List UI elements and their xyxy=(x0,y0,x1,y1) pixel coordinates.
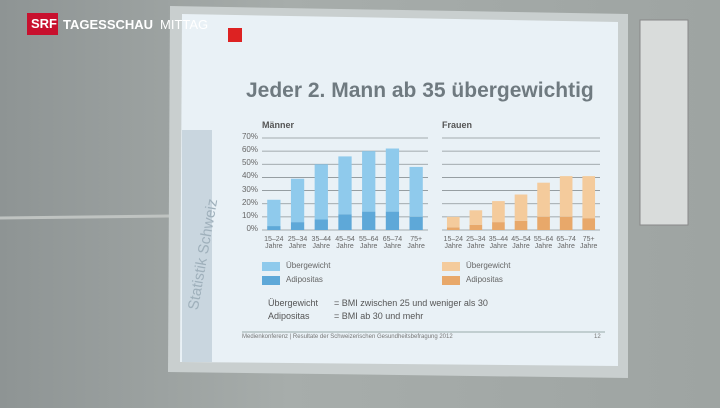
y-tick-label: 70% xyxy=(241,132,258,141)
footer: Medienkonferenz | Resultate der Schweize… xyxy=(242,334,453,340)
bar-segment xyxy=(362,151,376,212)
bar-segment xyxy=(409,216,423,230)
bar-segment xyxy=(514,220,528,230)
bar-segment xyxy=(537,216,550,230)
slide-title: Jeder 2. Mann ab 35 übergewichtig xyxy=(246,79,594,102)
legend-swatch xyxy=(262,276,280,285)
legend-label: Übergewicht xyxy=(466,261,511,270)
x-tick-label: 35–44 Jahre xyxy=(488,236,509,251)
bar-segment xyxy=(469,224,483,230)
y-tick-label: 30% xyxy=(241,184,258,194)
chart-title: Frauen xyxy=(442,120,473,130)
bar-segment xyxy=(267,226,281,230)
bar-segment xyxy=(492,222,505,230)
legend-swatch xyxy=(442,262,460,271)
legend-swatch xyxy=(262,262,280,271)
bar-segment xyxy=(338,214,352,230)
y-tick-label: 0% xyxy=(246,224,258,233)
y-tick-label: 60% xyxy=(241,145,258,155)
x-tick-label: 15–24 Jahre xyxy=(264,236,284,251)
bar-segment xyxy=(582,218,596,230)
bar-segment xyxy=(446,216,460,228)
bar-segment xyxy=(290,178,305,223)
y-tick-label: 50% xyxy=(241,158,258,168)
speaker xyxy=(639,19,689,226)
legend-label: Adipositas xyxy=(286,275,323,284)
bar-segment xyxy=(469,210,483,225)
bar-segment xyxy=(559,176,573,217)
x-tick-label: 65–74 Jahre xyxy=(556,236,576,251)
bar-segment xyxy=(582,176,596,219)
definition-text: = BMI ab 30 und mehr xyxy=(334,311,424,321)
bar-segment xyxy=(267,199,281,227)
x-tick-label: 75+ Jahre xyxy=(407,236,425,251)
legend-label: Adipositas xyxy=(466,275,503,284)
bar-segment xyxy=(537,182,550,217)
bar-segment xyxy=(385,148,400,212)
x-tick-label: 65–74 Jahre xyxy=(382,236,403,251)
wall-ledge xyxy=(0,214,171,220)
x-tick-label: 25–34 Jahre xyxy=(287,236,308,251)
x-tick-label: 55–64 Jahre xyxy=(358,236,379,251)
definition-term: Adipositas xyxy=(268,311,310,321)
bar-segment xyxy=(514,194,528,221)
x-tick-label: 45–54 Jahre xyxy=(511,236,531,251)
bar-segment xyxy=(409,166,423,217)
x-tick-label: 55–64 Jahre xyxy=(533,236,554,251)
y-tick-label: 10% xyxy=(241,210,258,220)
definition-text: = BMI zwischen 25 und weniger als 30 xyxy=(334,298,488,308)
bar-segment xyxy=(290,222,305,230)
x-tick-label: 25–34 Jahre xyxy=(466,236,486,251)
bar-segment xyxy=(446,227,460,230)
page-number: 12 xyxy=(594,334,601,340)
logo-box xyxy=(27,13,58,35)
y-tick-label: 40% xyxy=(241,171,258,181)
bar-segment xyxy=(314,164,328,220)
x-tick-label: 45–54 Jahre xyxy=(335,236,355,251)
bar-segment xyxy=(492,201,505,223)
legend-label: Übergewicht xyxy=(286,261,331,270)
definition-term: Übergewicht xyxy=(268,298,319,308)
bar-segment xyxy=(559,216,573,230)
legend-swatch xyxy=(442,276,460,285)
swiss-flag xyxy=(228,28,242,42)
edition: MITTAG xyxy=(160,17,209,32)
bar-segment xyxy=(338,156,352,215)
x-tick-label: 15–24 Jahre xyxy=(443,236,464,251)
x-tick-label: 75+ Jahre xyxy=(579,236,598,251)
x-tick-label: 35–44 Jahre xyxy=(311,236,332,251)
chart-title: Männer xyxy=(262,120,295,130)
bar-segment xyxy=(314,219,328,230)
bar-segment xyxy=(385,211,400,230)
bar-segment xyxy=(362,211,376,230)
show: TAGESSCHAU xyxy=(63,17,154,32)
y-tick-label: 20% xyxy=(241,197,258,207)
side-strip xyxy=(182,130,212,362)
logo: SRF xyxy=(31,16,57,31)
